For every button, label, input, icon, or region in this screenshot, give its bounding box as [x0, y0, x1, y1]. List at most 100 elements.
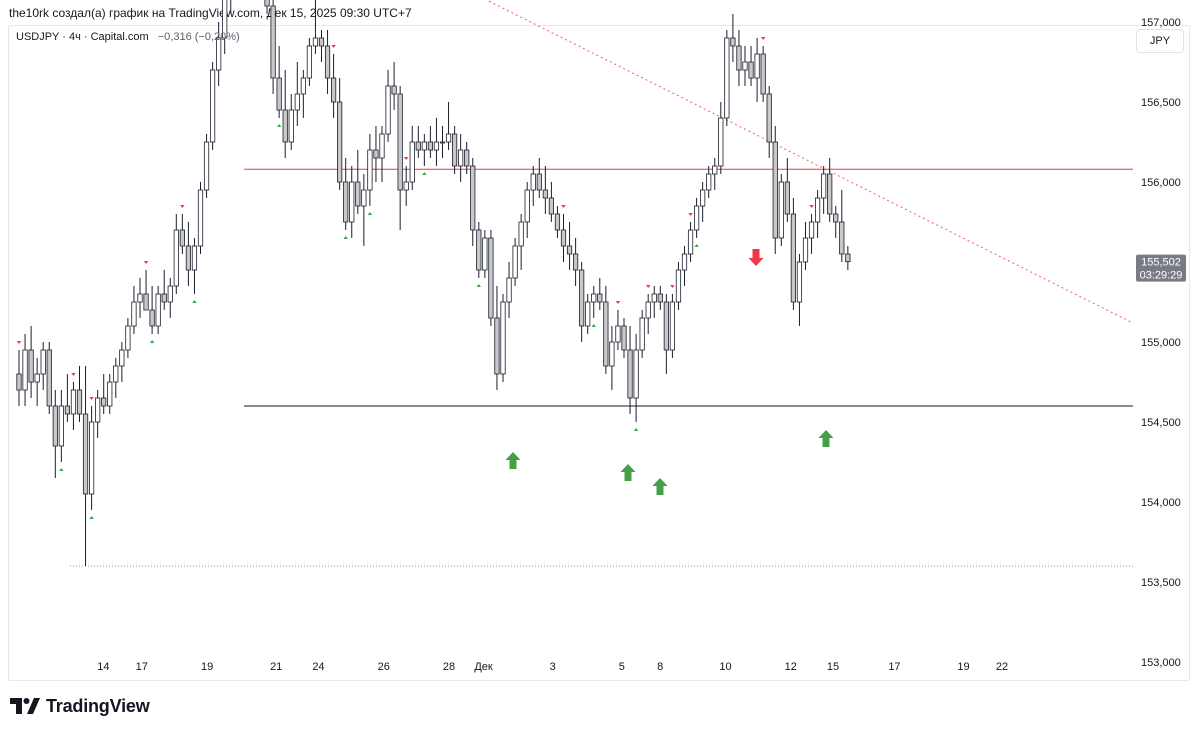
- fractal-low-marker: [591, 324, 596, 327]
- candle-body: [137, 293, 143, 303]
- candle-body: [821, 173, 827, 199]
- fractal-low-marker: [633, 428, 639, 431]
- candle-body: [494, 317, 500, 375]
- candle-body: [76, 389, 83, 415]
- candle-body: [82, 413, 89, 495]
- candle-body: [427, 141, 434, 151]
- candle-body: [143, 293, 149, 311]
- candle-body: [276, 77, 282, 111]
- candle-body: [675, 269, 682, 303]
- candle-body: [742, 61, 748, 71]
- y-tick-label: 156,500: [1141, 97, 1181, 109]
- candle-body: [627, 349, 633, 399]
- candle-body: [482, 237, 488, 271]
- fractal-low-marker: [343, 236, 348, 239]
- fractal-high-marker: [809, 205, 814, 208]
- symbol-legend[interactable]: USDJPY · 4ч · Capital.com −0,316 (−0,20%…: [16, 31, 240, 43]
- candle-body: [34, 373, 40, 383]
- fractal-high-marker: [16, 341, 22, 344]
- candle-body: [754, 53, 760, 79]
- candle-body: [155, 293, 161, 327]
- candle-body: [40, 349, 46, 375]
- candle-body: [330, 77, 337, 103]
- candle-body: [476, 229, 482, 271]
- candle-body: [458, 149, 464, 167]
- candle-body: [663, 301, 669, 351]
- countdown-text: 03:29:29: [1140, 270, 1183, 282]
- candle-body: [802, 237, 809, 263]
- fractal-low-marker: [476, 284, 481, 287]
- trend-line: [485, 0, 1134, 324]
- candle-body: [651, 293, 657, 303]
- candle-body: [222, 0, 228, 39]
- buy-arrow-icon: [652, 478, 668, 495]
- chart-frame[interactable]: [8, 25, 1190, 681]
- candle-body: [815, 197, 821, 223]
- candle-body: [548, 197, 555, 215]
- candle-body: [524, 189, 530, 223]
- candle-body: [270, 5, 276, 79]
- candle-body: [796, 261, 803, 303]
- candle-body: [585, 301, 591, 327]
- fractal-high-marker: [404, 157, 409, 160]
- candle-body: [415, 141, 421, 151]
- candle-body: [639, 317, 645, 351]
- candle-body: [784, 181, 790, 215]
- candle-body: [131, 301, 137, 327]
- candle-body: [361, 189, 367, 207]
- candle-body: [22, 349, 28, 391]
- candle-body: [173, 229, 179, 287]
- candle-body: [264, 0, 270, 7]
- candle-body: [113, 365, 119, 383]
- candle-body: [778, 181, 784, 239]
- candle-body: [464, 149, 470, 167]
- x-tick-label: 19: [201, 661, 213, 673]
- candle-body: [536, 173, 542, 191]
- tradingview-wordmark: TradingView: [46, 695, 150, 716]
- candle-body: [506, 277, 512, 303]
- candle-body: [827, 173, 833, 215]
- candle-body: [766, 93, 772, 143]
- y-tick-label: 154,500: [1141, 417, 1181, 429]
- candle-body: [579, 269, 585, 327]
- candle-body: [203, 141, 210, 191]
- candle-body: [706, 173, 712, 191]
- candle-body: [385, 85, 391, 135]
- currency-button[interactable]: JPY: [1136, 29, 1184, 53]
- buy-arrow-icon: [620, 464, 636, 481]
- candle-body: [687, 229, 694, 255]
- y-tick-label: 157,000: [1141, 17, 1181, 29]
- candle-body: [300, 77, 306, 95]
- candle-body: [730, 37, 736, 47]
- candle-body: [560, 229, 567, 247]
- candle-body: [16, 373, 22, 391]
- x-tick-label: 28: [443, 661, 455, 673]
- fractal-high-marker: [331, 45, 336, 48]
- fractal-low-marker: [367, 212, 373, 215]
- fractal-low-marker: [149, 340, 155, 343]
- candle-body: [694, 205, 700, 231]
- candle-body: [349, 181, 355, 223]
- symbol-name: USDJPY · 4ч · Capital.com: [16, 31, 149, 43]
- x-tick-label: Дек: [474, 661, 493, 673]
- buy-arrow-icon: [505, 452, 521, 469]
- candle-body: [355, 181, 361, 207]
- candle-body: [282, 109, 288, 143]
- candle-body: [167, 285, 173, 303]
- candle-body: [391, 85, 397, 95]
- fractal-high-marker: [561, 205, 566, 208]
- fractal-high-marker: [143, 261, 149, 264]
- candle-body: [397, 93, 403, 191]
- candle-body: [373, 149, 379, 159]
- candle-body: [101, 397, 107, 407]
- candle-body: [161, 293, 167, 303]
- candle-body: [324, 45, 331, 79]
- candle-body: [367, 149, 373, 191]
- fractal-low-marker: [422, 172, 427, 175]
- symbol-change: −0,316 (−0,20%): [157, 31, 240, 43]
- candle-body: [772, 141, 778, 239]
- candle-body: [119, 349, 125, 367]
- candle-body: [288, 109, 294, 143]
- candle-body: [512, 245, 518, 279]
